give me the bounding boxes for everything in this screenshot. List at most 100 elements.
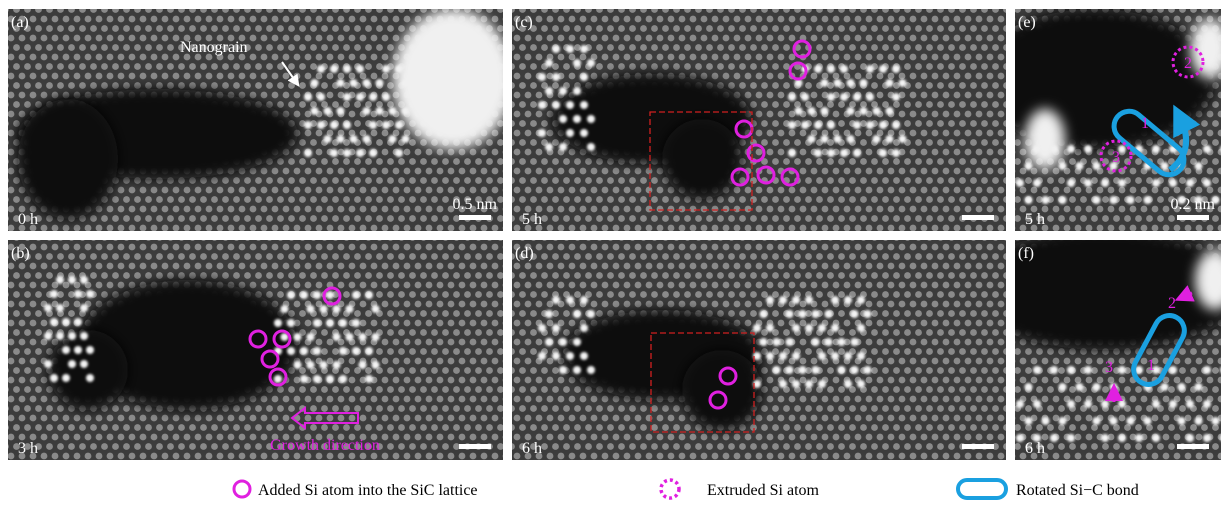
atom [1203,366,1211,374]
atom [873,107,881,115]
scale-bar [1177,444,1209,449]
atom [1135,434,1143,442]
scale-label: 0.5 nm [453,196,498,213]
atom [847,107,855,115]
atom [1084,366,1092,374]
atom [80,304,88,312]
atom [1178,383,1186,391]
atom [834,135,842,143]
atom [300,375,308,383]
atom [786,366,794,374]
atom [821,79,829,87]
atom [337,107,345,115]
atom [352,347,360,355]
atom [827,65,835,73]
atom [382,121,390,129]
atom [365,375,373,383]
atom [864,366,872,374]
atom [287,319,295,327]
atom [1067,145,1075,153]
atom [1067,179,1075,187]
atom [50,318,58,326]
atom [313,375,321,383]
atom [402,135,410,143]
atom [773,366,781,374]
atom [538,352,546,360]
atom [779,296,787,304]
atom [866,93,874,101]
atom [382,93,390,101]
atom [818,380,826,388]
atom [365,291,373,299]
legend-swatch [958,480,1006,498]
atom [580,296,588,304]
atom [294,361,302,369]
atom [753,324,761,332]
time-label: 5 h [522,211,542,228]
atom [326,319,334,327]
atom [788,149,796,157]
atom [44,332,52,340]
atom [788,121,796,129]
atom [552,352,560,360]
atom [1203,179,1211,187]
atom [559,87,567,95]
atom [1212,417,1220,425]
marker-label: 1 [1147,357,1155,374]
atom [356,149,364,157]
atom [1161,383,1169,391]
atom [1042,417,1050,425]
atom [372,305,380,313]
atom [330,65,338,73]
atom [86,290,94,298]
atom [1169,366,1177,374]
atom [831,324,839,332]
atom [857,352,865,360]
atom [307,305,315,313]
atom [1076,162,1084,170]
atom [573,59,581,67]
atom [68,360,76,368]
atom [1203,145,1211,153]
atom [825,338,833,346]
atom [1033,179,1041,187]
atom [566,129,574,137]
atom [587,310,595,318]
atom [825,310,833,318]
atom [1033,400,1041,408]
atom [1042,196,1050,204]
atom [1118,179,1126,187]
time-label: 6 h [1025,440,1045,457]
atom [788,93,796,101]
atom [1118,434,1126,442]
atom [1195,383,1203,391]
atom [805,296,813,304]
atom [369,121,377,129]
scale-bar [459,215,491,220]
atom [287,291,295,299]
atom [1076,383,1084,391]
atom [786,338,794,346]
atom [376,79,384,87]
atom [86,346,94,354]
atom [313,319,321,327]
atom [1118,366,1126,374]
atom [307,333,315,341]
atom [307,361,315,369]
legend-text: Rotated Si−C bond [1016,482,1139,499]
atom [1067,434,1075,442]
atom [300,347,308,355]
atom [317,93,325,101]
atom [1084,179,1092,187]
atom [80,360,88,368]
atom [899,135,907,143]
atom [892,93,900,101]
atom [587,115,595,123]
marker-label: 3 [1105,359,1113,376]
dark-region [662,119,742,199]
atom [1025,196,1033,204]
atom [74,318,82,326]
atom [1127,196,1135,204]
atom [1093,196,1101,204]
atom [805,380,813,388]
